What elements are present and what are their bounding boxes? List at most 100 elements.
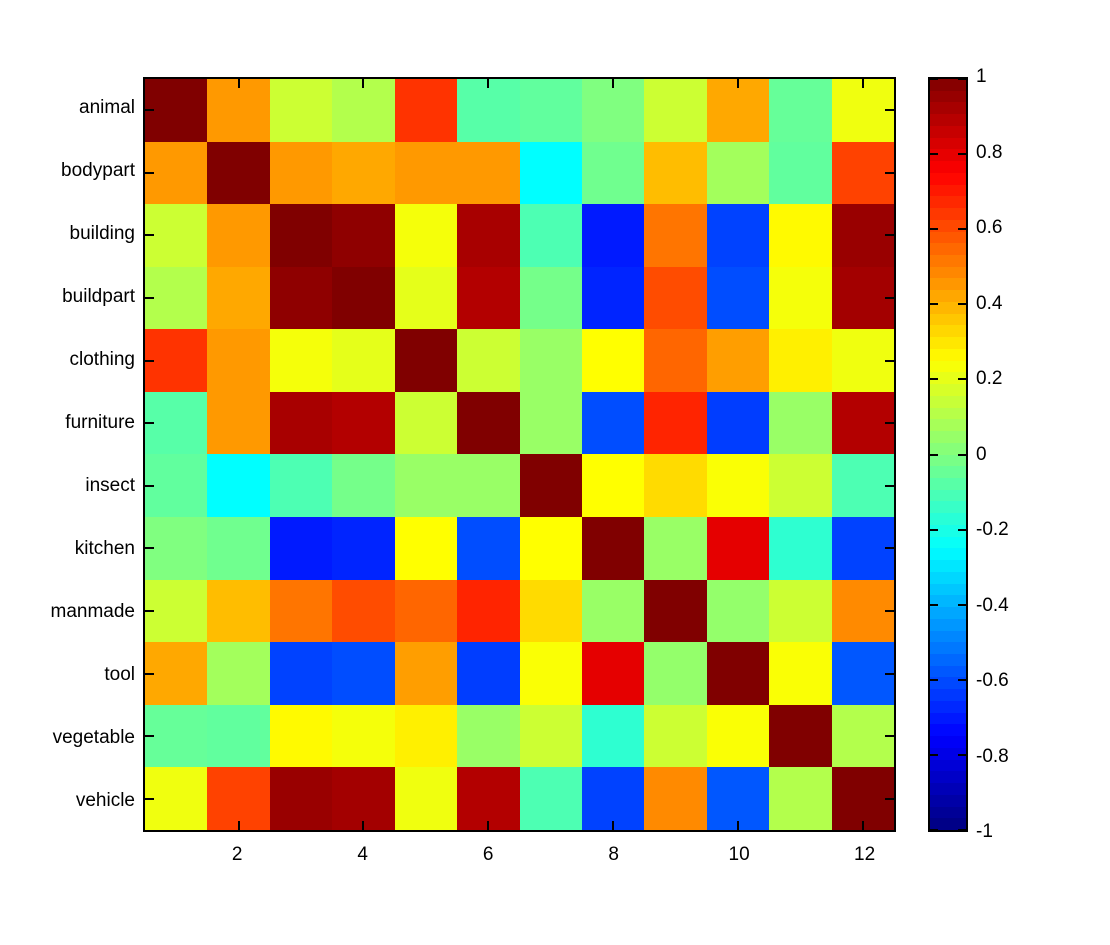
heatmap-cell <box>831 266 894 330</box>
heatmap-cell <box>332 391 395 455</box>
heatmap-cell <box>457 579 520 643</box>
heatmap-cell <box>394 517 458 580</box>
colorbar-tick <box>930 829 938 831</box>
heatmap-cell <box>207 517 270 580</box>
heatmap-cell <box>332 329 395 392</box>
colorbar-band <box>930 360 966 373</box>
colorbar-band <box>930 301 966 314</box>
heatmap-cell <box>706 141 770 205</box>
colorbar-band <box>930 560 966 572</box>
colorbar-band <box>930 712 966 725</box>
colorbar-band <box>930 114 966 126</box>
colorbar-band <box>930 771 966 784</box>
axis-tick <box>145 422 154 425</box>
heatmap-cell <box>644 79 707 142</box>
colorbar-tick-label: 0.4 <box>976 292 1003 314</box>
colorbar-band <box>930 161 966 173</box>
heatmap-cell <box>145 767 208 830</box>
heatmap-cell <box>332 642 395 705</box>
heatmap-cell <box>457 704 520 768</box>
heatmap-cell <box>332 579 395 643</box>
axis-tick <box>885 359 894 362</box>
colorbar-tick <box>930 378 938 381</box>
heatmap-cell <box>332 266 395 330</box>
heatmap-cell <box>332 767 395 830</box>
colorbar-band <box>930 196 966 209</box>
heatmap-cell <box>831 79 894 142</box>
heatmap-cell <box>644 704 707 768</box>
x-axis-label: 10 <box>728 844 750 865</box>
colorbar-tick <box>958 78 966 80</box>
colorbar-tick-label: 0 <box>976 443 987 465</box>
heatmap-cell <box>207 79 270 142</box>
heatmap-cell <box>831 391 894 455</box>
heatmap-cell <box>269 79 333 142</box>
heatmap-cell <box>644 642 707 705</box>
heatmap-cell <box>207 329 270 392</box>
colorbar-band <box>930 736 966 748</box>
x-axis-label: 8 <box>608 844 619 865</box>
heatmap-cell <box>145 141 208 205</box>
colorbar-band <box>930 700 966 713</box>
heatmap-cell <box>581 704 645 768</box>
y-axis-label: bodypart <box>61 160 135 182</box>
heatmap-cell <box>581 642 645 705</box>
colorbar-band <box>930 407 966 420</box>
heatmap-cell <box>831 767 894 830</box>
heatmap-cell <box>394 204 458 267</box>
heatmap-cell <box>519 329 582 392</box>
heatmap-cell <box>519 141 582 205</box>
colorbar-tick-label: -0.2 <box>976 519 1009 540</box>
colorbar-tick <box>958 528 966 531</box>
colorbar-gradient <box>930 79 966 830</box>
heatmap-cell <box>831 579 894 643</box>
heatmap-cell <box>644 391 707 455</box>
heatmap-cell <box>394 579 458 643</box>
heatmap-cell <box>145 266 208 330</box>
y-axis-label: clothing <box>69 349 136 371</box>
heatmap-cell <box>269 266 333 330</box>
colorbar-band <box>930 290 966 302</box>
colorbar-band <box>930 231 966 244</box>
colorbar-band <box>930 442 966 455</box>
colorbar-band <box>930 137 966 150</box>
heatmap-cell <box>706 391 770 455</box>
y-axis-label: tool <box>104 663 135 685</box>
heatmap-cell <box>706 454 770 518</box>
colorbar <box>928 77 968 832</box>
colorbar-band <box>930 759 966 772</box>
heatmap-cell <box>831 454 894 518</box>
heatmap-cell <box>269 767 333 830</box>
heatmap-cell <box>644 141 707 205</box>
colorbar-tick <box>930 228 938 231</box>
heatmap-cell <box>706 79 770 142</box>
axis-tick <box>885 797 894 800</box>
axis-tick <box>145 359 154 362</box>
heatmap-cell <box>207 454 270 518</box>
colorbar-band <box>930 313 966 326</box>
axis-tick <box>145 171 154 174</box>
heatmap-cell <box>457 266 520 330</box>
heatmap-cell <box>145 204 208 267</box>
heatmap-cell <box>769 704 832 768</box>
heatmap-cell <box>332 79 395 142</box>
colorbar-tick <box>930 528 938 531</box>
heatmap-cell <box>145 329 208 392</box>
heatmap-cell <box>644 204 707 267</box>
colorbar-band <box>930 595 966 608</box>
colorbar-band <box>930 653 966 666</box>
heatmap-cell <box>269 579 333 643</box>
colorbar-tick <box>958 829 966 831</box>
heatmap-cell <box>394 767 458 830</box>
heatmap-cell <box>519 391 582 455</box>
heatmap-cell <box>207 642 270 705</box>
heatmap-cell <box>207 141 270 205</box>
axis-tick <box>861 821 864 830</box>
heatmap-cell <box>581 767 645 830</box>
axis-tick <box>885 609 894 612</box>
colorbar-band <box>930 372 966 385</box>
heatmap-cell <box>706 204 770 267</box>
colorbar-band <box>930 243 966 256</box>
y-axis-label: insect <box>85 474 135 496</box>
colorbar-tick-label: 0.8 <box>976 141 1003 163</box>
